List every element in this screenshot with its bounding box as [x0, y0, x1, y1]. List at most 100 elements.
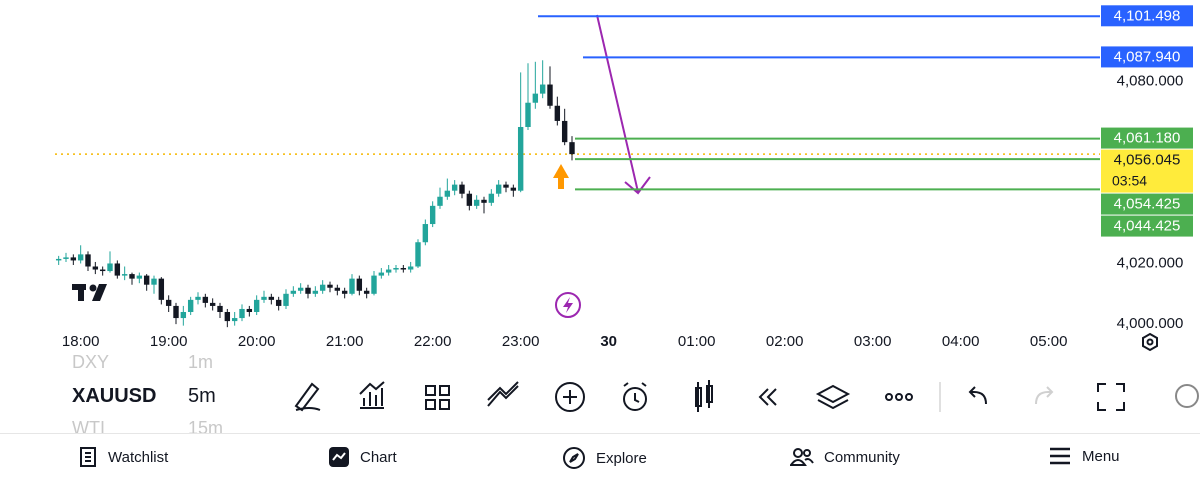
undo[interactable]: [968, 386, 987, 405]
x-tick-label: 30: [600, 333, 617, 350]
nav-item[interactable]: Chart: [328, 446, 397, 468]
price-label-bg: [1101, 127, 1193, 149]
chart-type[interactable]: [695, 380, 713, 412]
candle-body: [481, 199, 487, 203]
candle-body: [378, 272, 385, 276]
candle-body: [503, 184, 509, 188]
indicators[interactable]: [359, 381, 385, 409]
candle-body: [459, 184, 465, 194]
settings-icon[interactable]: [1142, 332, 1158, 352]
draw-tool[interactable]: [294, 382, 321, 412]
nav-label: Community: [824, 448, 900, 466]
alert[interactable]: [623, 387, 647, 411]
candle-body: [85, 254, 91, 267]
x-tick-label: 01:00: [678, 333, 716, 350]
redo[interactable]: [1035, 386, 1054, 405]
candle-body: [393, 268, 399, 270]
x-tick-label: 04:00: [942, 333, 980, 350]
candle-body: [334, 287, 341, 291]
more[interactable]: [885, 393, 913, 401]
nav-item[interactable]: Community: [790, 446, 900, 468]
symbol[interactable]: XAUUSD: [72, 385, 157, 407]
x-tick-label: 20:00: [238, 333, 276, 350]
replay[interactable]: [758, 388, 777, 406]
add[interactable]: [555, 382, 585, 412]
nav-item[interactable]: Watchlist: [78, 446, 168, 468]
candle-body: [400, 268, 407, 270]
candle-body: [539, 84, 546, 94]
candle-body: [341, 290, 348, 294]
candle-body: [488, 193, 495, 203]
nav-label: Menu: [1082, 447, 1120, 465]
price-label: 4,044.425: [1114, 218, 1181, 235]
candle-body: [547, 84, 553, 106]
layers[interactable]: [815, 384, 851, 410]
candle-body: [473, 199, 480, 206]
trend-arrow: [596, 14, 651, 195]
price-label: 4,087.940: [1114, 48, 1181, 65]
candle-body: [305, 287, 311, 294]
candle-body: [532, 93, 539, 103]
candle-body: [224, 311, 231, 322]
candle-body: [165, 299, 172, 306]
candle-body: [415, 242, 421, 267]
fullscreen[interactable]: [1097, 383, 1125, 411]
candle-body: [327, 284, 333, 288]
candle-body: [107, 263, 113, 272]
x-tick-label: 22:00: [414, 333, 452, 350]
layouts[interactable]: [425, 385, 450, 410]
candle-body: [151, 278, 157, 285]
candle-body: [187, 299, 194, 312]
candle-body: [569, 142, 575, 155]
candle-body: [268, 296, 275, 300]
candle-body: [495, 184, 502, 194]
tv-logo: [72, 284, 107, 301]
candle-body: [63, 257, 69, 259]
interval[interactable]: 5m: [188, 385, 216, 407]
price-label: 4,056.045: [1114, 152, 1181, 169]
lightning-icon: [555, 292, 581, 318]
candle-body: [239, 308, 245, 319]
x-tick-label: 02:00: [766, 333, 804, 350]
bottom-nav: Watchlist Chart Explore Community Menu: [0, 433, 1200, 483]
candle-body: [202, 296, 209, 303]
candle-body: [407, 266, 414, 270]
candle-body: [77, 254, 84, 261]
compare[interactable]: [487, 381, 519, 407]
candle-body: [422, 224, 429, 243]
candle-body: [136, 275, 143, 279]
candle-body: [290, 290, 297, 294]
price-label: 4,061.180: [1114, 130, 1181, 147]
signal-arrow: [553, 164, 569, 189]
candle-body: [525, 102, 531, 127]
candle-body: [437, 196, 443, 206]
nav-item[interactable]: Menu: [1048, 446, 1120, 466]
y-tick-label: 4,000.000: [1117, 315, 1184, 332]
candle-body: [444, 190, 451, 197]
candle-body: [517, 126, 524, 191]
candle-body: [129, 274, 135, 279]
price-label-bg: [1101, 149, 1193, 193]
nav-label: Explore: [596, 449, 647, 467]
candle-body: [319, 284, 326, 291]
price-label-bg: [1101, 46, 1193, 68]
x-tick-label: 19:00: [150, 333, 188, 350]
candle-body: [363, 290, 370, 294]
interval[interactable]: 1m: [188, 352, 214, 372]
symbol[interactable]: DXY: [72, 352, 110, 372]
candle-body: [510, 187, 517, 191]
settings-icon-dot: [1146, 338, 1154, 346]
candle-body: [261, 296, 267, 300]
ideas[interactable]: [1175, 384, 1199, 408]
candle-body: [385, 269, 392, 273]
candle-body: [92, 266, 99, 270]
candle-body: [158, 278, 165, 300]
candle-body: [429, 205, 436, 225]
candle-body: [121, 274, 128, 276]
nav-item[interactable]: Explore: [562, 446, 647, 470]
candle-body: [195, 296, 201, 300]
price-label-bg: [1101, 215, 1193, 237]
chart: 18:00 19:00 20:00 21:00 22:00 23:00 30 01:00 02:…: [55, 5, 1193, 352]
y-tick-label: 4,080.000: [1117, 72, 1184, 89]
candle-body: [143, 275, 150, 285]
